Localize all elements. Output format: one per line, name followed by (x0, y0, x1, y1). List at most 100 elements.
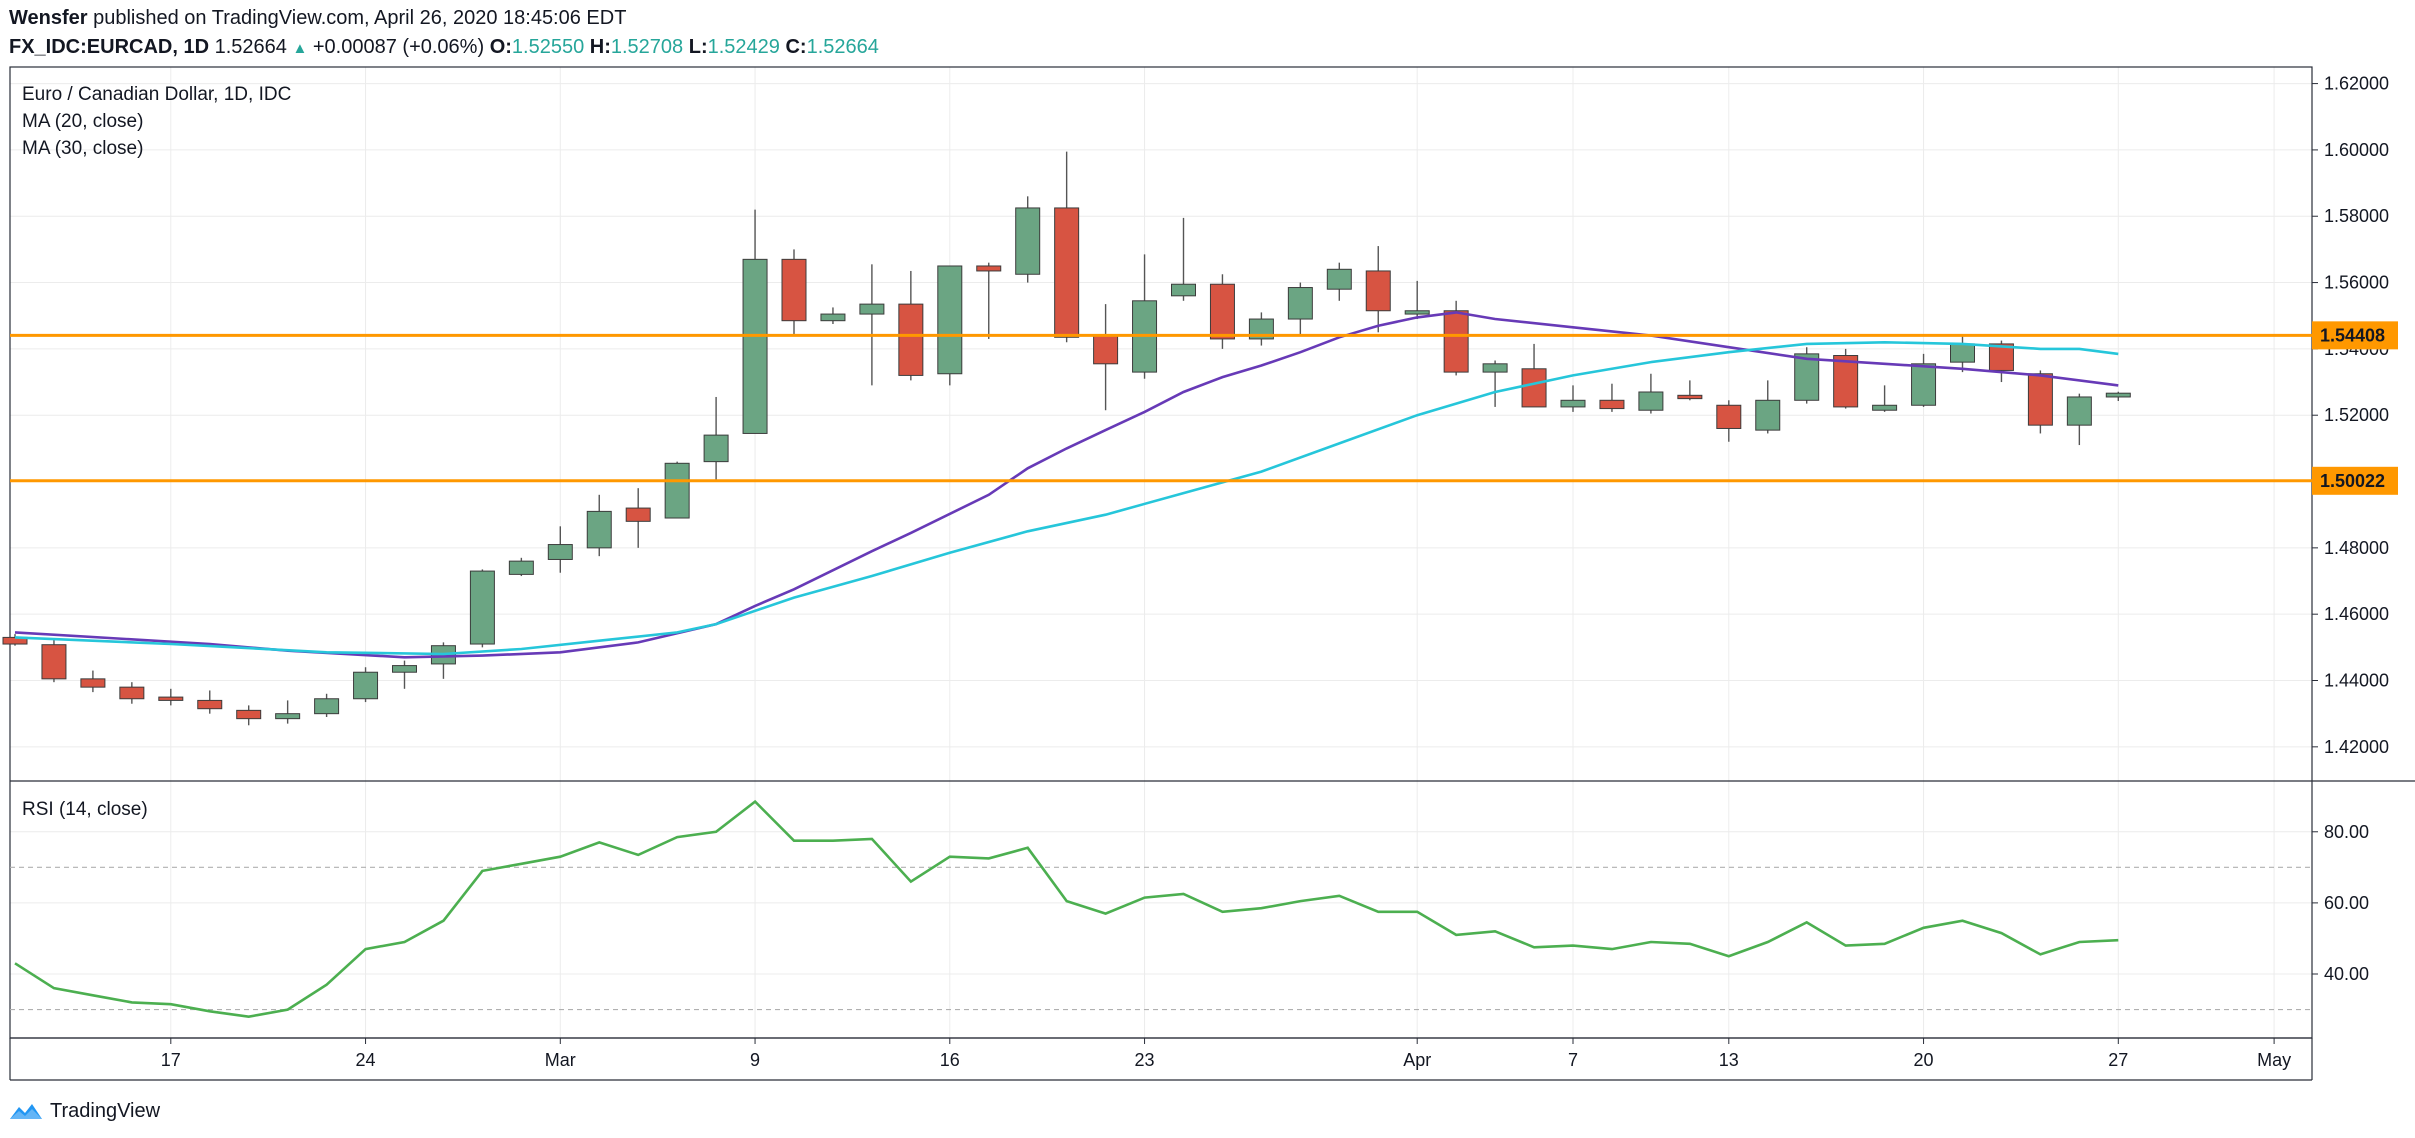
price-tick-label: 1.58000 (2324, 206, 2389, 226)
time-tick-label: 23 (1135, 1050, 1155, 1070)
candle-body (1365, 270, 1391, 312)
main-legend-title: Euro / Canadian Dollar, 1D, IDC (22, 84, 291, 105)
candle-body (1209, 283, 1235, 340)
symbol-name[interactable]: FX_IDC:EURCAD, 1D (9, 36, 210, 58)
candle-body (1833, 355, 1859, 408)
symbol-line: FX_IDC:EURCAD, 1D 1.52664 ▲ +0.00087 (+0… (9, 33, 2399, 63)
candle-body (314, 698, 340, 715)
candle-body (1950, 343, 1975, 363)
candle-body (41, 644, 67, 680)
price-tick-label: 1.44000 (2324, 671, 2389, 691)
candle-body (703, 434, 729, 463)
time-tick-label: May (2257, 1050, 2291, 1070)
open-value: 1.52550 (511, 36, 585, 58)
candle-body (392, 665, 417, 673)
candle-body (1755, 399, 1781, 431)
time-tick-label: Mar (545, 1050, 576, 1070)
rsi-tick-label: 60.00 (2324, 893, 2369, 913)
candle-body (119, 686, 145, 700)
candle-body (2105, 392, 2131, 398)
time-tick-label: 27 (2108, 1050, 2128, 1070)
rsi-legend: RSI (14, close) (22, 799, 148, 820)
ma20-legend: MA (20, close) (22, 111, 143, 132)
time-tick-label: 17 (161, 1050, 181, 1070)
candle-body (1794, 353, 1820, 401)
candle-body (742, 258, 768, 434)
footer: TradingView (8, 1096, 160, 1126)
candle-body (1015, 207, 1041, 275)
last-price: 1.52664 (214, 36, 287, 58)
candle-body (1716, 404, 1742, 429)
time-tick-label: 20 (1914, 1050, 1934, 1070)
time-tick-label: 16 (940, 1050, 960, 1070)
candle-body (898, 303, 924, 376)
price-tick-label: 1.48000 (2324, 538, 2389, 558)
candle-body (859, 303, 885, 315)
low-label: L: (688, 36, 708, 58)
close-label: C: (785, 36, 807, 58)
candle-body (197, 699, 223, 710)
price-tick-label: 1.52000 (2324, 405, 2389, 425)
candle-body (976, 265, 1002, 272)
candle-body (1287, 287, 1313, 320)
chart-canvas[interactable]: 1.620001.600001.580001.560001.540001.520… (0, 0, 2415, 1090)
published-text: published on TradingView.com, April 26, … (93, 7, 627, 29)
candle-body (1677, 394, 1703, 400)
candle-body (1872, 404, 1898, 411)
candle-body (236, 709, 262, 720)
tradingview-logo-icon (10, 1104, 42, 1119)
candle-body (80, 678, 106, 688)
ma30-line (14, 340, 2119, 656)
high-value: 1.52708 (610, 36, 684, 58)
candle-body (586, 510, 612, 549)
price-tick-label: 1.60000 (2324, 140, 2389, 160)
candle-body (781, 258, 807, 322)
candle-body (625, 507, 651, 522)
time-tick-label: 9 (750, 1050, 760, 1070)
candle-body (2027, 373, 2053, 426)
publisher-line: Wensfer published on TradingView.com, Ap… (9, 4, 2399, 33)
ma30-legend: MA (30, close) (22, 138, 143, 159)
candle-body (508, 560, 534, 575)
candle-body (1988, 343, 2014, 371)
time-tick-label: 13 (1719, 1050, 1739, 1070)
price-change: +0.00087 (+0.06%) (312, 36, 485, 58)
level-badge (2312, 466, 2398, 495)
candle-body (1599, 399, 1625, 410)
chart-header: Wensfer published on TradingView.com, Ap… (9, 4, 2399, 63)
time-tick-label: Apr (1403, 1050, 1431, 1070)
candle-body (820, 313, 846, 322)
price-tick-label: 1.46000 (2324, 604, 2389, 624)
high-label: H: (589, 36, 611, 58)
candle-body (1093, 335, 1119, 365)
rsi-tick-label: 40.00 (2324, 964, 2369, 984)
rsi-line (14, 799, 2119, 1019)
rsi-tick-label: 80.00 (2324, 822, 2369, 842)
candle-body (1638, 391, 1664, 411)
tradingview-brand[interactable]: TradingView (50, 1099, 161, 1122)
time-tick-label: 24 (356, 1050, 376, 1070)
candle-body (1171, 283, 1196, 297)
candle-body (937, 265, 963, 375)
candle-body (353, 671, 379, 700)
candle-body (1326, 268, 1352, 290)
plot-frame (9, 66, 2313, 1039)
candle-body (1404, 310, 1430, 315)
candle-body (1054, 207, 1080, 338)
level-badge (2312, 321, 2398, 350)
candle-body (547, 544, 573, 560)
candle-body (275, 713, 301, 720)
candle-body (469, 570, 495, 645)
candle-body (2066, 396, 2092, 426)
candle-body (1482, 363, 1508, 373)
close-value: 1.52664 (806, 36, 879, 58)
author-name[interactable]: Wensfer (9, 7, 88, 29)
candle-body (1443, 310, 1469, 373)
time-tick-label: 7 (1568, 1050, 1578, 1070)
level-badge-label: 1.54408 (2320, 325, 2385, 345)
price-tick-label: 1.42000 (2324, 737, 2389, 757)
up-arrow-icon: ▲ (292, 40, 308, 57)
low-value: 1.52429 (707, 36, 780, 58)
candle-body (1911, 363, 1937, 406)
candle-body (1560, 399, 1586, 408)
